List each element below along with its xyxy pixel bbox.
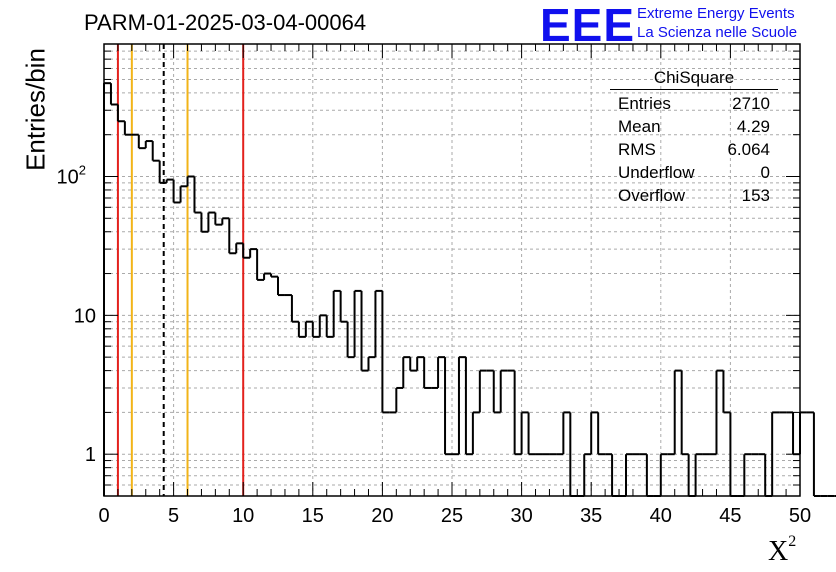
tick-labels: 0 5 10 15 20 25 30 35 40 45 50 1 10 102: [57, 162, 812, 527]
x-tick-label: 20: [371, 505, 393, 527]
marker-lines: [116, 44, 245, 496]
x-tick-label: 15: [302, 505, 324, 527]
x-tick-label: 45: [719, 505, 741, 527]
x-tick-label: 5: [168, 505, 179, 527]
y-axis-label: Entries/bin: [20, 48, 51, 171]
x-tick-label: 0: [98, 505, 109, 527]
stats-value: 6.064: [727, 140, 770, 159]
stats-row: Overflow 153: [610, 184, 778, 207]
stats-value: 4.29: [736, 117, 770, 136]
stats-label: Entries: [618, 94, 671, 113]
eee-logo: EEE: [540, 0, 636, 51]
histogram-bars: [103, 82, 836, 497]
x-tick-label: 25: [441, 505, 463, 527]
axes: [103, 43, 801, 497]
stats-value: 0: [760, 163, 770, 182]
stats-row: Entries 2710: [610, 92, 778, 115]
stats-label: Overflow: [618, 186, 686, 205]
y-tick-label: 1: [85, 444, 96, 466]
stats-label: RMS: [618, 140, 656, 159]
logo-line-2: La Scienza nelle Scuole: [637, 24, 798, 41]
x-tick-label: 40: [650, 505, 672, 527]
stats-label: Underflow: [618, 163, 695, 182]
x-tick-label: 35: [580, 505, 602, 527]
y-tick-label: 102: [57, 162, 86, 188]
stats-row: Underflow 0: [610, 161, 778, 184]
stats-row: RMS 6.064: [610, 138, 778, 161]
y-tick-label: 10: [74, 305, 96, 327]
stats-value: 153: [741, 186, 770, 205]
chart-title: PARM-01-2025-03-04-00064: [84, 10, 367, 35]
stats-label: Mean: [618, 117, 661, 136]
x-axis-label-base: X: [768, 536, 789, 567]
stats-box: ChiSquare Entries 2710 Mean 4.29 RMS 6.064 Und…: [610, 68, 778, 207]
logo-line-1: Extreme Energy Events: [637, 5, 795, 22]
x-tick-label: 30: [510, 505, 532, 527]
x-axis-label: X2: [768, 532, 797, 568]
stats-title: ChiSquare: [610, 68, 778, 90]
x-tick-label: 50: [789, 505, 811, 527]
x-tick-label: 10: [232, 505, 254, 527]
x-axis-label-sup: 2: [788, 532, 797, 550]
stats-value: 2710: [732, 94, 770, 113]
stats-row: Mean 4.29: [610, 115, 778, 138]
